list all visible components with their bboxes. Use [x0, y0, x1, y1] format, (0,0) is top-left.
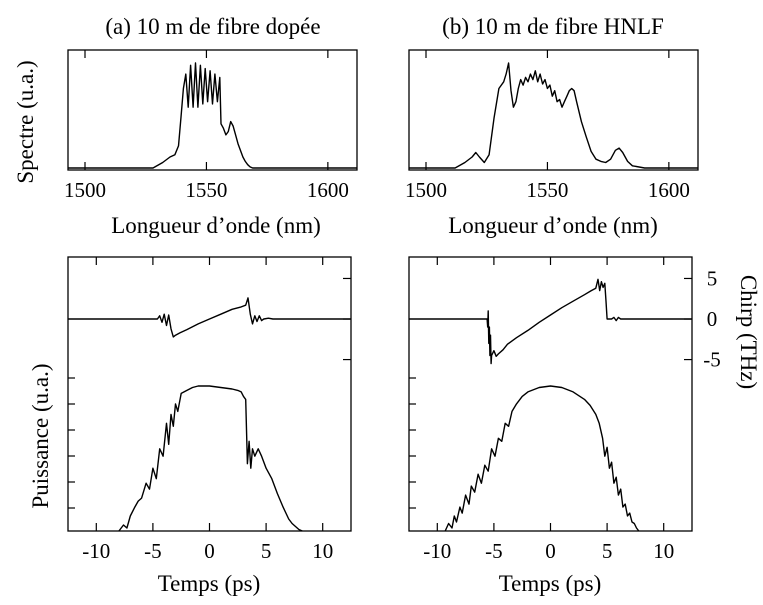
spectrum-a-xtick-label: 1500: [64, 178, 106, 202]
spectrum-a-xtick-label: 1550: [185, 178, 227, 202]
power-a-trace: [118, 385, 303, 532]
chirp-a-trace: [68, 297, 351, 338]
time-a-xtick-label: -10: [82, 539, 110, 563]
spectrum-b-xtick-label: 1550: [526, 178, 568, 202]
spectrum-a-trace: [68, 62, 357, 169]
time-a-xtick-label: 0: [204, 539, 215, 563]
panel-b-title: (b) 10 m de fibre HNLF: [442, 14, 664, 39]
chirp-ytick-label: 5: [707, 266, 718, 290]
time-a-xlabel: Temps (ps): [158, 571, 261, 596]
time-a-frame: [67, 256, 352, 532]
spectrum-a-xlabel: Longueur d’onde (nm): [111, 213, 321, 238]
spectrum-b-xlabel: Longueur d’onde (nm): [448, 213, 658, 238]
time-b-xlabel: Temps (ps): [499, 571, 602, 596]
power-b-trace: [444, 385, 640, 532]
chirp-ytick-label: 0: [707, 307, 718, 331]
power-ylabel: Puissance (u.a.): [28, 364, 53, 509]
spectrum-a-frame: [67, 49, 358, 171]
time-a-xtick-label: 10: [312, 539, 333, 563]
spectrum-a-xtick-label: 1600: [307, 178, 349, 202]
time-b-xtick-label: 10: [653, 539, 674, 563]
time-a-xtick-label: 5: [261, 539, 272, 563]
time-b-frame: [408, 256, 693, 532]
spectrum-ylabel: Spectre (u.a.): [13, 60, 38, 183]
time-a-xtick-label: -5: [144, 539, 162, 563]
time-b-xtick-label: 0: [545, 539, 556, 563]
spectrum-b-frame: [408, 49, 699, 171]
spectrum-b-trace: [409, 62, 698, 169]
panel-a-title: (a) 10 m de fibre dopée: [105, 14, 320, 39]
chirp-b-trace: [409, 278, 692, 365]
tick-group: 1500 1550 1600 1500 1550 1600 -10 -5 0 5 10 -10 -5 0 5…: [64, 50, 721, 563]
chirp-ylabel: Chirp (THz): [736, 275, 761, 389]
spectrum-b-xtick-label: 1500: [405, 178, 447, 202]
time-b-xtick-label: -10: [423, 539, 451, 563]
time-b-xtick-label: 5: [602, 539, 613, 563]
time-b-xtick-label: -5: [485, 539, 503, 563]
spectrum-b-xtick-label: 1600: [648, 178, 690, 202]
chirp-ytick-label: -5: [703, 348, 721, 372]
